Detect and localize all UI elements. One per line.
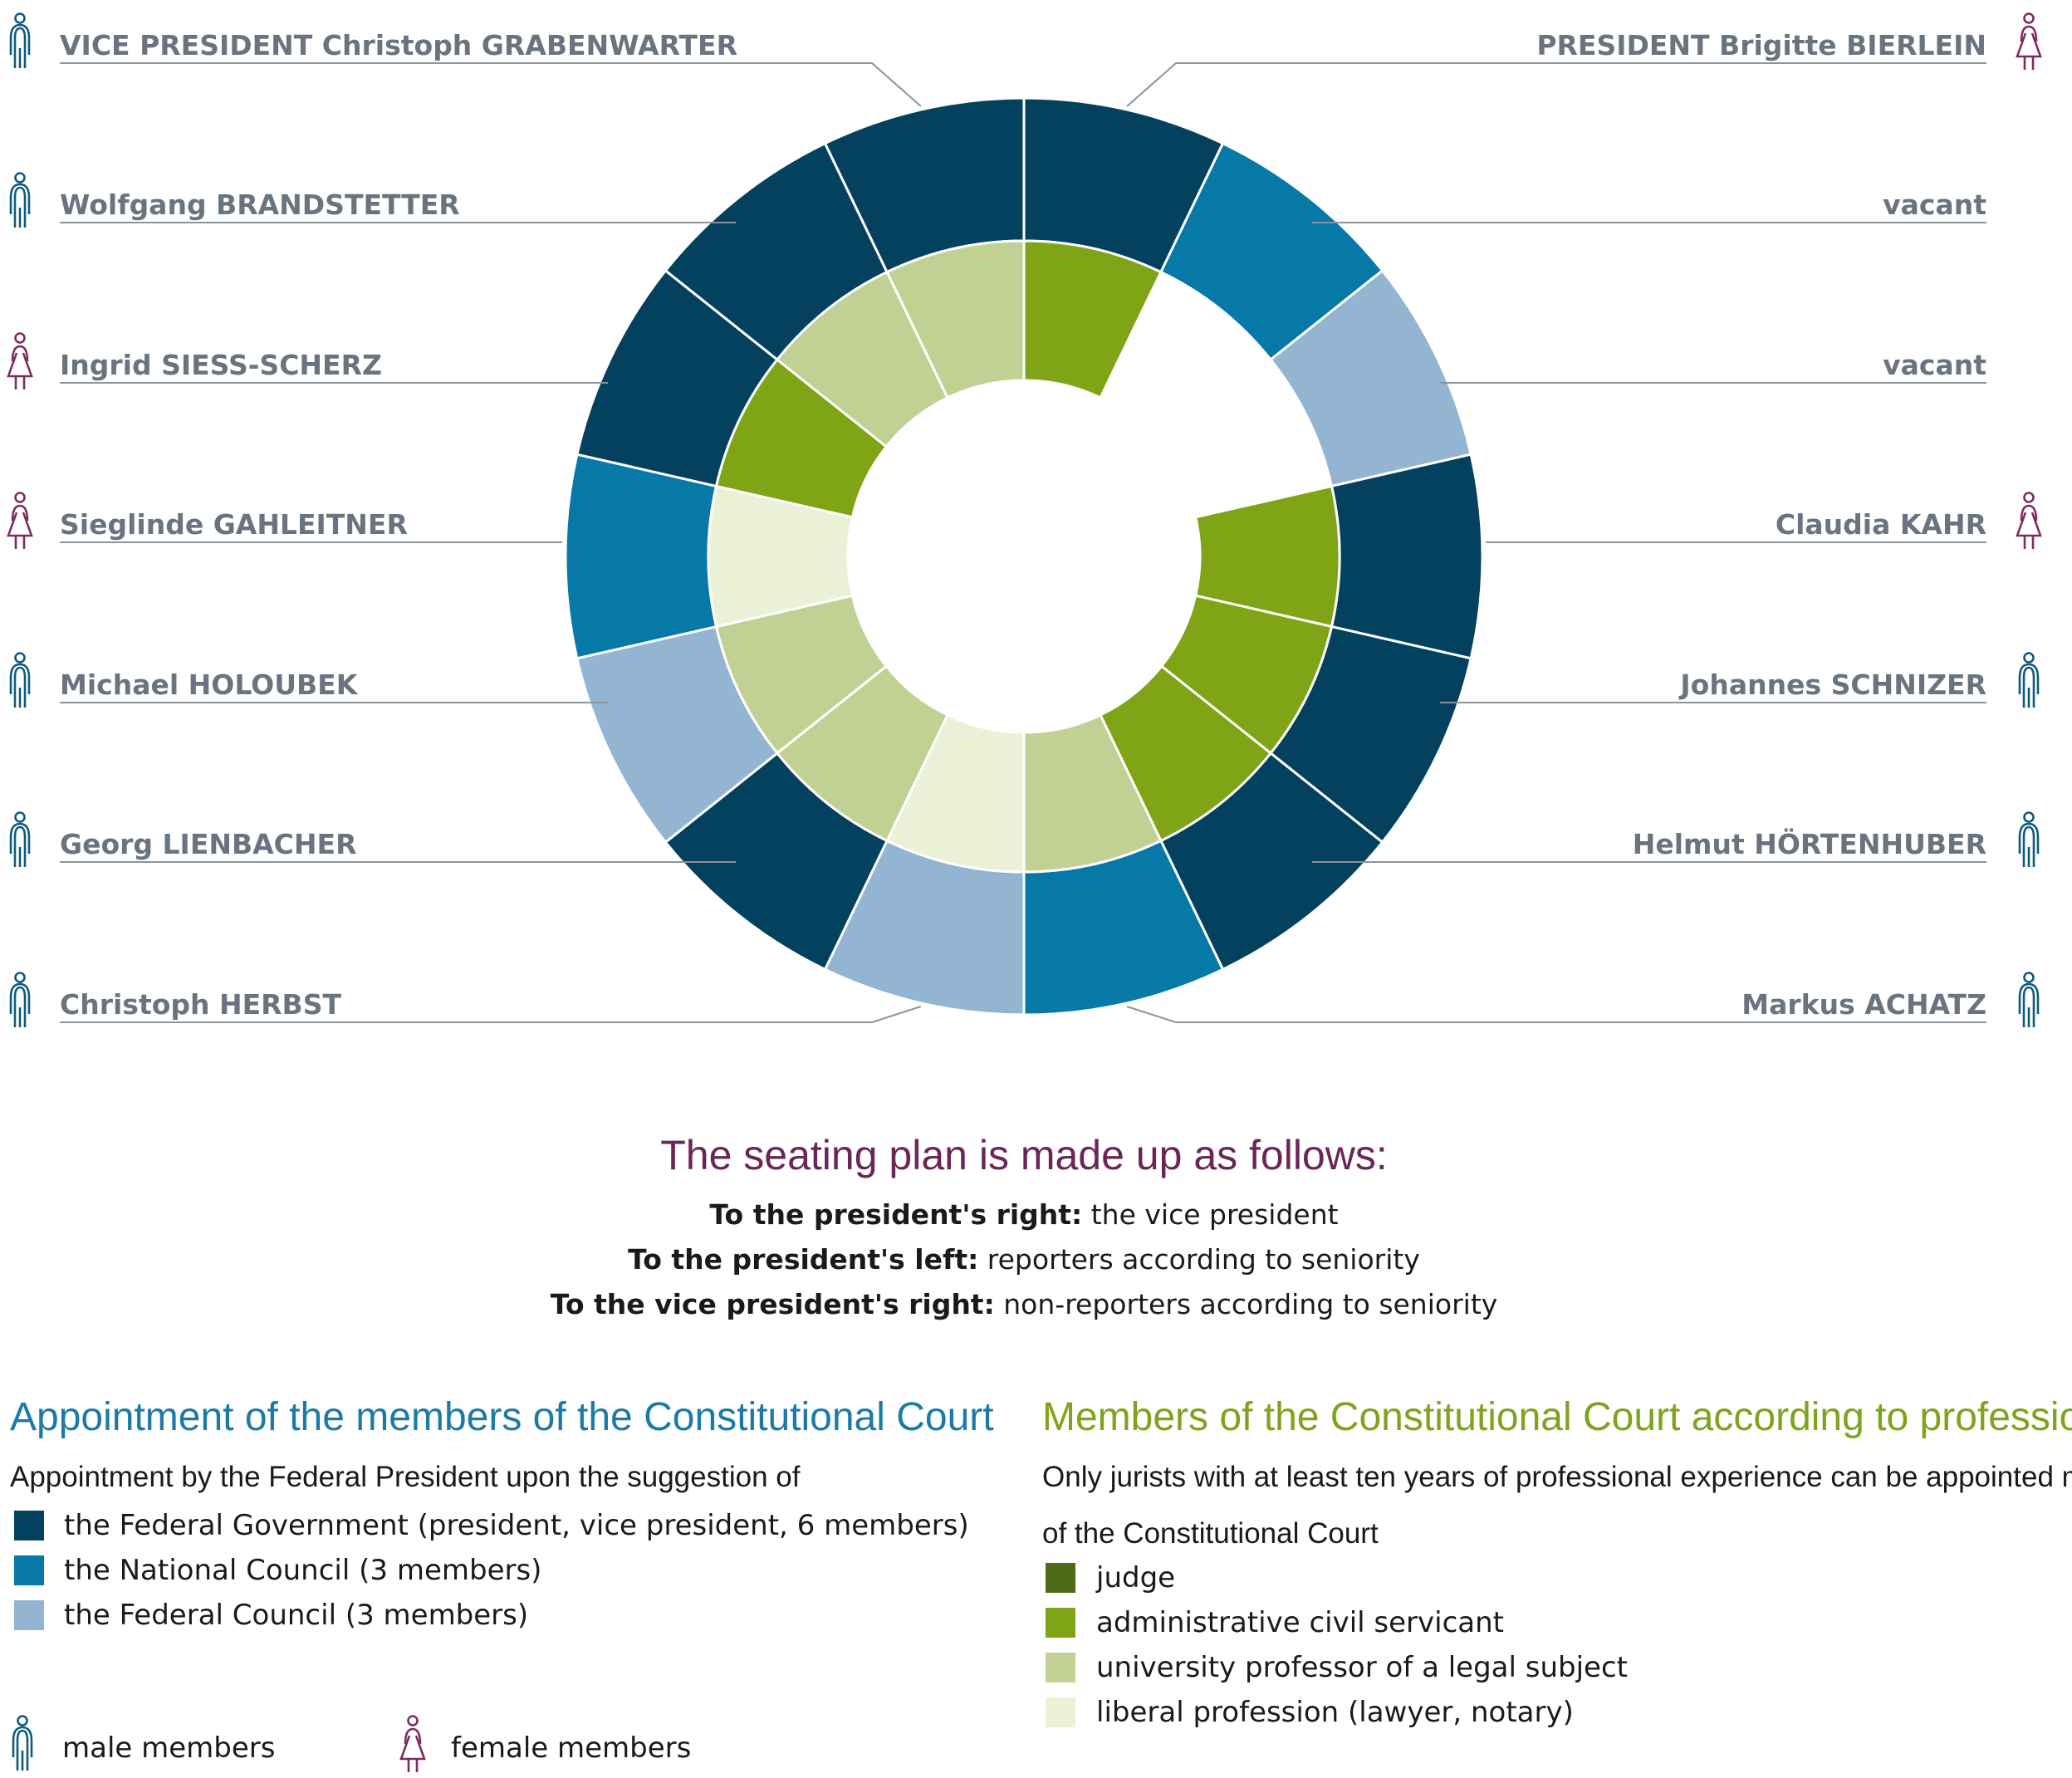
- members-left-column: VICE PRESIDENT Christoph GRABENWARTER Wol…: [7, 12, 922, 1029]
- members-right-column: PRESIDENT Brigitte BIERLEIN vacant vacant C…: [1126, 12, 2042, 1029]
- leader-line-left-7: [60, 1006, 922, 1023]
- legend-swatch-judge: [1046, 1563, 1075, 1593]
- professional-intro-line-1: Only jurists with at least ten years of …: [1042, 1461, 2072, 1493]
- male-icon-left-2: [9, 172, 31, 229]
- professional-intro-line-2: of the Constitutional Court: [1042, 1517, 1379, 1550]
- male-icon-right-5: [2018, 652, 2040, 709]
- professional-title: Members of the Constitutional Court acco…: [1042, 1395, 2072, 1439]
- member-name-right-1: PRESIDENT Brigitte BIERLEIN: [1536, 29, 1986, 61]
- legend-label-university-professor: university professor of a legal subject: [1096, 1651, 1628, 1684]
- male-icon-left-6: [9, 811, 31, 869]
- leader-line-left-1: [60, 62, 922, 107]
- female-icon-left-3: [7, 332, 33, 391]
- seating-line-2-rest: reporters according to seniority: [978, 1243, 1420, 1276]
- leader-line-right-7: [1126, 1006, 1986, 1023]
- inner-seat-segment-1: [1022, 239, 1163, 399]
- seating-line-1-rest: the vice president: [1082, 1198, 1338, 1231]
- seating-line-3: To the vice president's right: non-repor…: [551, 1288, 1498, 1320]
- outer-seat-segment-11: [564, 453, 718, 660]
- female-icon-left-4: [7, 492, 33, 551]
- member-name-left-3: Ingrid SIESS-SCHERZ: [60, 349, 382, 381]
- member-name-left-4: Sieglinde GAHLEITNER: [60, 508, 408, 541]
- appointment-title: Appointment of the members of the Consti…: [10, 1395, 994, 1439]
- seating-line-3-bold: To the vice president's right:: [551, 1288, 995, 1320]
- member-name-right-3: vacant: [1883, 349, 1986, 381]
- female-members-label: female members: [451, 1731, 691, 1765]
- member-name-left-2: Wolfgang BRANDSTETTER: [60, 189, 460, 221]
- seating-line-1-bold: To the president's right:: [709, 1198, 1082, 1231]
- member-name-left-6: Georg LIENBACHER: [60, 828, 356, 860]
- member-name-right-2: vacant: [1883, 189, 1986, 221]
- legend-swatch-university-professor: [1046, 1653, 1075, 1682]
- inner-seat-segment-14: [885, 239, 1026, 399]
- seating-ring: [564, 96, 1484, 1016]
- legend-swatch-liberal-profession: [1046, 1697, 1075, 1727]
- female-icon-right-4: [2016, 492, 2042, 551]
- leader-line-right-1: [1126, 62, 1986, 107]
- male-members-label: male members: [62, 1731, 275, 1765]
- legend-swatch-administrative-civil-servicant: [1046, 1608, 1075, 1638]
- member-name-right-4: Claudia KAHR: [1776, 508, 1986, 541]
- legend-label-national-council: the National Council (3 members): [64, 1554, 541, 1587]
- seating-line-1: To the president's right: the vice presi…: [709, 1198, 1338, 1231]
- seating-line-3-rest: non-reporters according to seniority: [995, 1288, 1498, 1320]
- seating-line-2-bold: To the president's left:: [628, 1243, 978, 1276]
- female-members-icon: [399, 1715, 426, 1774]
- member-name-left-1: VICE PRESIDENT Christoph GRABENWARTER: [60, 29, 737, 61]
- male-icon-right-6: [2018, 811, 2040, 869]
- member-name-left-7: Christoph HERBST: [60, 988, 341, 1021]
- legend-label-federal-council: the Federal Council (3 members): [64, 1599, 528, 1632]
- male-members-icon: [12, 1715, 33, 1772]
- seating-title: The seating plan is made up as follows:: [660, 1132, 1388, 1178]
- legend-label-liberal-profession: liberal profession (lawyer, notary): [1096, 1696, 1574, 1729]
- male-icon-right-7: [2018, 972, 2040, 1029]
- legend-swatch-federal-government: [14, 1511, 44, 1540]
- member-name-right-7: Markus ACHATZ: [1741, 988, 1986, 1021]
- appointment-intro: Appointment by the Federal President upo…: [10, 1461, 801, 1493]
- member-name-right-5: Johannes SCHNIZER: [1678, 669, 1986, 701]
- legend-swatch-federal-council: [14, 1600, 44, 1630]
- member-name-right-6: Helmut HÖRTENHUBER: [1633, 827, 1986, 860]
- member-name-left-5: Michael HOLOUBEK: [60, 669, 359, 701]
- legend-label-administrative-civil-servicant: administrative civil servicant: [1096, 1606, 1504, 1639]
- male-icon-left-7: [9, 972, 31, 1029]
- male-icon-left-5: [9, 652, 31, 709]
- seating-line-2: To the president's left: reporters accor…: [628, 1243, 1420, 1276]
- legend-swatch-national-council: [14, 1555, 44, 1585]
- male-icon-left-1: [9, 12, 31, 70]
- legend-label-judge: judge: [1095, 1561, 1175, 1594]
- outer-seat-segment-4: [1330, 453, 1484, 660]
- female-icon-right-1: [2016, 12, 2042, 71]
- legend-label-federal-government: the Federal Government (president, vice …: [64, 1509, 969, 1542]
